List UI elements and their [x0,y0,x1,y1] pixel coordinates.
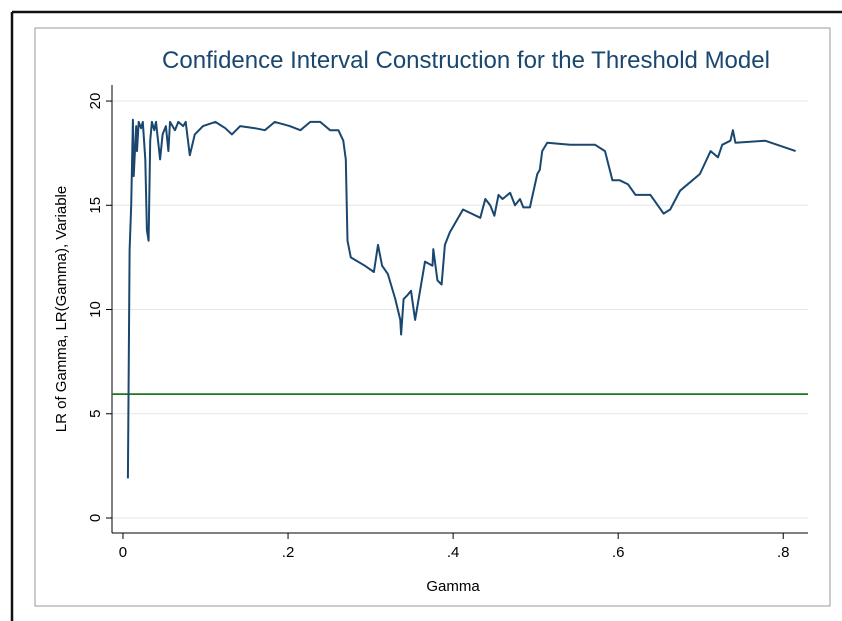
y-tick-label: 10 [87,301,104,318]
graph-region [34,27,831,607]
x-tick-label: .4 [447,544,460,561]
x-tick-label: 0 [119,544,127,561]
data-line [126,118,796,479]
y-tick-label: 0 [87,514,104,522]
chart-title: Confidence Interval Construction for the… [162,47,770,74]
y-tick-label: 15 [87,197,104,214]
x-tick-label: .8 [777,544,790,561]
x-tick-label: .6 [612,544,625,561]
y-axis-label: LR of Gamma, LR(Gamma), Variable [53,186,70,432]
y-tick-label: 5 [87,410,104,418]
y-tick-label: 20 [87,93,104,110]
x-axis-label: Gamma [426,578,480,595]
x-tick-label: .2 [282,544,295,561]
